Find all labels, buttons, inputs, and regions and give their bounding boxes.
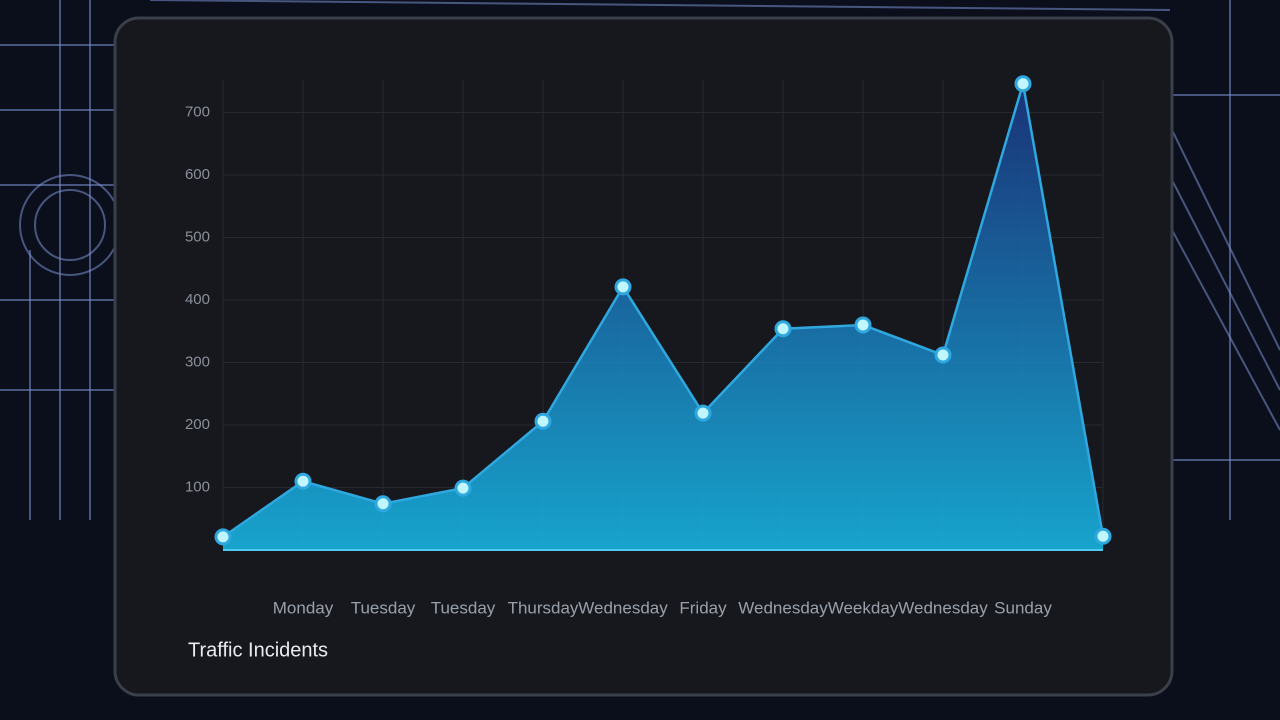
area: [223, 83, 1103, 550]
x-tick-label: Weekday: [828, 598, 899, 617]
y-tick-label: 400: [185, 291, 210, 308]
point: [614, 278, 632, 296]
chart-title: Traffic Incidents: [188, 639, 328, 661]
x-tick-label: Tuesday: [431, 598, 496, 617]
x-tick-label: Wednesday: [738, 598, 828, 617]
line: [222, 83, 1105, 538]
y-tick-label: 500: [185, 228, 210, 245]
x-tick-label: Friday: [679, 598, 727, 617]
point: [934, 346, 952, 364]
point: [1094, 527, 1112, 545]
y-tick-label: 200: [185, 416, 210, 433]
y-tick-label: 100: [185, 478, 210, 495]
point: [454, 479, 472, 497]
x-tick-label: Tuesday: [351, 598, 416, 617]
point: [854, 316, 872, 334]
point: [534, 412, 552, 430]
x-tick-label: Wednesday: [898, 598, 988, 617]
map-background: [0, 0, 1280, 520]
x-tick-label: Monday: [273, 598, 334, 617]
x-tick-label: Sunday: [994, 598, 1052, 617]
y-tick-label: 600: [185, 166, 210, 183]
point: [374, 495, 392, 513]
y-tick-label: 700: [185, 103, 210, 120]
point: [774, 320, 792, 338]
y-tick-label: 300: [185, 353, 210, 370]
x-tick-label: Wednesday: [578, 598, 668, 617]
plot: 100 200 300 400 500 600 700 Monday Tuesday Tuesda…: [185, 75, 1112, 617]
x-tick-label: Thursday: [508, 598, 579, 617]
point: [294, 472, 312, 490]
point: [214, 528, 232, 546]
point: [694, 404, 712, 422]
point: [1014, 75, 1032, 93]
